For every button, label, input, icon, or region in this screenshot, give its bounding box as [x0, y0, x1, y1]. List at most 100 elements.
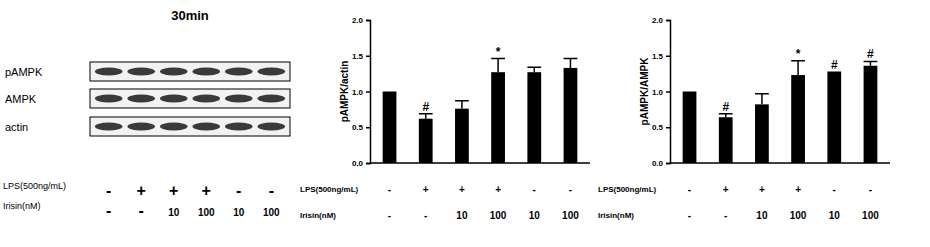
y-axis-title: pAMPK/AMPK: [639, 57, 650, 126]
y-tick-mark: [366, 20, 370, 22]
treatment-label: Irisin(nM): [3, 201, 41, 211]
y-axis: 0.0 0.5 1.0 1.5 2.0: [652, 16, 671, 168]
y-tick: 2.0: [652, 16, 670, 25]
y-tick-label: 1.5: [652, 52, 664, 61]
treatment-label: LPS(500ng/mL): [598, 185, 657, 194]
y-axis-title: pAMPK/actin: [339, 61, 350, 123]
treatment-label: LPS(500ng/mL): [3, 181, 66, 191]
y-tick-label: 1.0: [352, 88, 364, 97]
error-bar: [564, 59, 578, 68]
treatment-sign: 10: [168, 207, 180, 218]
error-bar: [527, 67, 541, 72]
y-tick-label: 0.5: [352, 123, 364, 132]
treatment-sign: 10: [829, 210, 841, 221]
y-tick: 1.0: [352, 88, 370, 97]
significance-mark: #: [831, 58, 838, 72]
blot-band: [160, 68, 188, 76]
treatment-sign: 100: [198, 207, 215, 218]
y-tick-label: 2.0: [352, 16, 364, 25]
bar: [383, 92, 397, 164]
bar: [791, 75, 805, 163]
y-tick-mark: [666, 20, 670, 22]
y-tick-mark: [366, 163, 370, 165]
significance-mark: #: [867, 47, 874, 61]
y-tick: 2.0: [352, 16, 370, 25]
error-bar: [491, 59, 505, 73]
y-tick: 1.5: [652, 52, 670, 61]
y-tick-label: 0.5: [652, 123, 664, 132]
y-tick-mark: [666, 127, 670, 129]
blot-band: [257, 95, 285, 103]
y-tick: 0.0: [652, 159, 670, 168]
x-axis-line: [370, 162, 590, 164]
blot-band: [127, 123, 155, 131]
y-axis-line: [366, 21, 371, 164]
treatment-label: Irisin(nM): [300, 211, 336, 220]
treatment-sign: -: [688, 184, 691, 195]
y-tick-mark: [666, 163, 670, 165]
y-tick-label: 2.0: [652, 16, 664, 25]
blot-panel: 30minpAMPKAMPKactinLPS(500ng/mL)-+++--Ir…: [3, 8, 290, 219]
bar: [827, 73, 841, 163]
blot-band: [225, 123, 253, 131]
bar-chart: 0.00.51.01.52.0pAMPK/actin#*LPS(500ng/mL…: [300, 16, 590, 221]
y-tick-mark: [366, 91, 370, 93]
treatment-sign: -: [388, 184, 391, 195]
y-tick: 0.5: [652, 123, 670, 132]
significance-mark: #: [422, 100, 429, 114]
y-tick-label: 1.0: [652, 88, 664, 97]
treatment-sign: +: [759, 184, 765, 195]
blot-title: 30min: [171, 8, 209, 23]
x-axis: [670, 163, 890, 164]
bar: [864, 66, 878, 163]
bar: [755, 104, 769, 163]
treatment-sign: 100: [862, 210, 879, 221]
y-tick-mark: [666, 56, 670, 58]
treatment-sign: -: [424, 210, 427, 221]
treatment-sign: 100: [263, 207, 280, 218]
significance-mark: #: [722, 100, 729, 114]
error-bar: [455, 101, 469, 109]
treatment-sign: -: [869, 184, 872, 195]
bar: [455, 109, 469, 163]
x-axis: [370, 163, 590, 164]
y-axis-line: [666, 21, 671, 164]
blot-band: [160, 123, 188, 131]
treatment-sign: 10: [233, 207, 245, 218]
treatment-sign: -: [688, 210, 691, 221]
error-bar: [755, 94, 769, 105]
bar: [527, 72, 541, 163]
bar: [419, 119, 433, 163]
treatment-sign: 10: [529, 210, 541, 221]
bar: [564, 68, 578, 163]
treatment-sign: 100: [562, 210, 579, 221]
x-axis-line: [670, 162, 890, 164]
treatment-sign: -: [269, 182, 274, 199]
blot-band: [192, 123, 220, 131]
blot-band: [192, 68, 220, 76]
y-tick-label: 0.0: [352, 159, 364, 168]
y-tick: 1.0: [652, 88, 670, 97]
treatment-sign: +: [423, 184, 429, 195]
y-tick: 1.5: [352, 52, 370, 61]
y-tick: 0.5: [352, 123, 370, 132]
bar: [491, 72, 505, 163]
blot-row-label: AMPK: [5, 93, 37, 105]
treatment-sign: 10: [756, 210, 768, 221]
plot-marks: [383, 59, 578, 163]
treatment-sign: -: [533, 184, 536, 195]
y-tick-mark: [366, 56, 370, 58]
blot-band: [225, 95, 253, 103]
treatment-sign: -: [833, 184, 836, 195]
blot-strip: [90, 117, 290, 136]
treatment-label: LPS(500ng/mL): [300, 185, 359, 194]
treatment-sign: +: [137, 182, 146, 199]
treatment-sign: -: [139, 202, 144, 219]
treatment-label: Irisin(nM): [598, 211, 634, 220]
significance-mark: *: [796, 47, 801, 61]
blot-band: [257, 68, 285, 76]
y-tick-mark: [366, 127, 370, 129]
blot-band: [160, 95, 188, 103]
treatment-sign: +: [495, 184, 501, 195]
bar-chart: 0.0 0.5 1.0 1.5 2.0 pAMPK/AMPK # * # # LPS(500ng/m…: [598, 16, 890, 221]
